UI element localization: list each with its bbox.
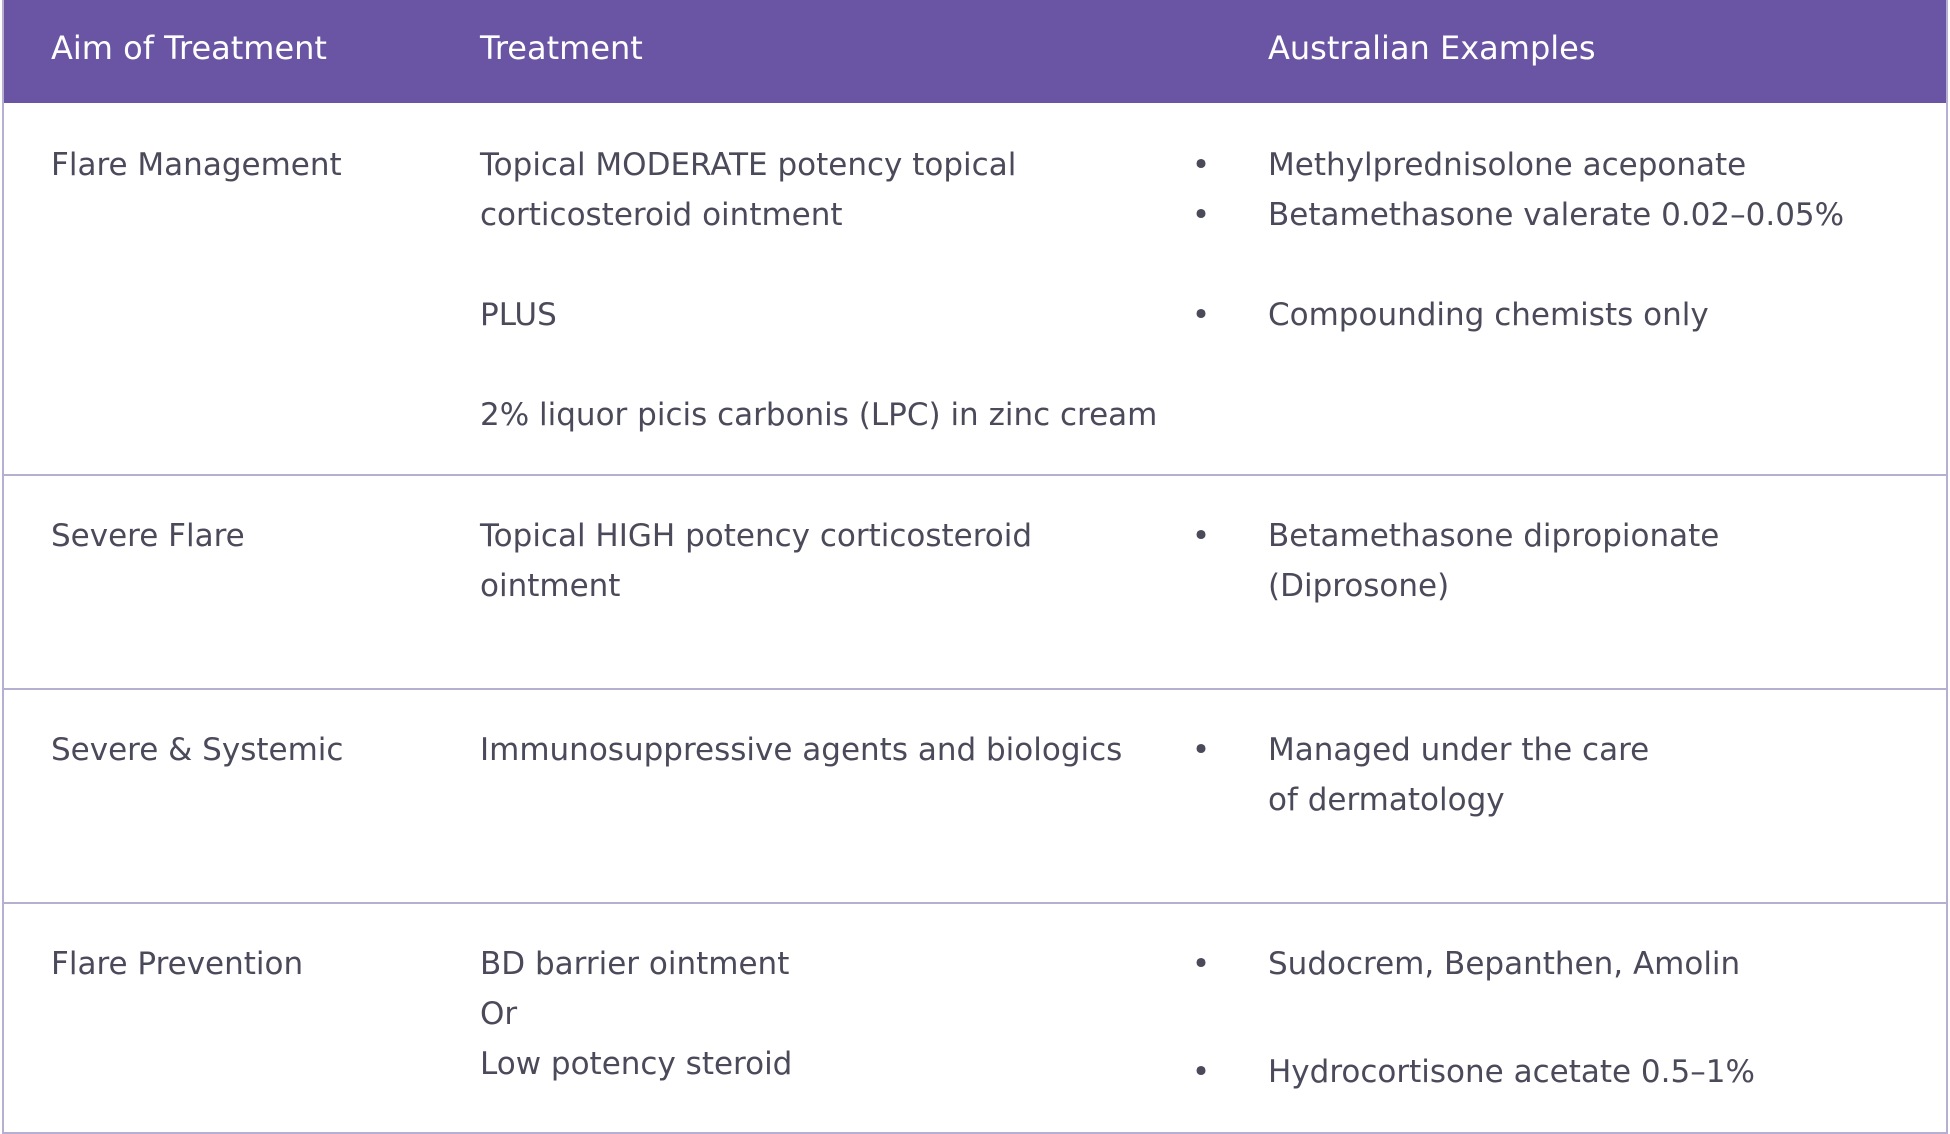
treatment-text: corticosteroid ointment: [480, 197, 843, 233]
aim-cell: Severe & Systemic: [51, 725, 343, 775]
treatment-cell: Topical HIGH potency corticosteroid oint…: [480, 511, 1032, 611]
treatment-text: Immunosuppressive agents and biologics: [480, 732, 1123, 768]
example-text: Compounding chemists only: [1268, 297, 1709, 333]
example-item: • Betamethasone dipropionate (Diprosone): [1191, 511, 1720, 611]
examples-cell: • Managed under the care of dermatology: [1192, 725, 1726, 825]
bullet-icon: •: [1191, 197, 1211, 233]
example-item: • Betamethasone valerate 0.02–0.05%: [1191, 190, 1844, 240]
bullet-icon: •: [1191, 147, 1211, 183]
aim-label: Flare Prevention: [51, 946, 304, 982]
example-text: Betamethasone dipropionate: [1268, 518, 1720, 554]
example-item: • Methylprednisolone aceponate: [1191, 140, 1844, 190]
aim-cell: Flare Management: [51, 140, 342, 190]
example-text: of dermatology: [1268, 782, 1505, 818]
treatment-text: PLUS: [480, 297, 557, 333]
treatment-cell: Topical MODERATE potency topical cortico…: [480, 140, 1157, 440]
bullet-icon: •: [1191, 946, 1211, 982]
example-text: Methylprednisolone aceponate: [1268, 147, 1747, 183]
header-australian-examples: Australian Examples: [1268, 29, 1596, 67]
table-row: Flare Prevention BD barrier ointment Or …: [4, 902, 1946, 1132]
example-item: • Sudocrem, Bepanthen, Amolin: [1191, 939, 1755, 989]
example-item: • Compounding chemists only: [1191, 290, 1844, 340]
header-treatment: Treatment: [480, 29, 643, 67]
treatment-cell: Immunosuppressive agents and biologics: [480, 725, 1122, 775]
bullet-icon: •: [1191, 297, 1211, 333]
treatment-text: Topical HIGH potency corticosteroid: [480, 518, 1033, 554]
aim-cell: Flare Prevention: [51, 939, 303, 989]
example-text: Betamethasone valerate 0.02–0.05%: [1268, 197, 1845, 233]
aim-label: Severe & Systemic: [51, 732, 344, 768]
aim-label: Severe Flare: [51, 518, 245, 554]
treatment-text: Topical MODERATE potency topical: [480, 147, 1017, 183]
example-item: • Managed under the care of dermatology: [1191, 725, 1649, 825]
treatment-text: Or: [480, 996, 518, 1032]
table-row: Flare Management Topical MODERATE potenc…: [4, 103, 1946, 474]
treatment-cell: BD barrier ointment Or Low potency stero…: [480, 939, 792, 1089]
example-text: Sudocrem, Bepanthen, Amolin: [1268, 946, 1741, 982]
treatment-text: Low potency steroid: [480, 1046, 793, 1082]
examples-cell: • Sudocrem, Bepanthen, Amolin • Hydrocor…: [1192, 939, 1832, 1097]
table-row: Severe & Systemic Immunosuppressive agen…: [4, 688, 1946, 902]
table-row: Severe Flare Topical HIGH potency cortic…: [4, 474, 1946, 688]
aim-cell: Severe Flare: [51, 511, 245, 561]
examples-cell: • Methylprednisolone aceponate • Betamet…: [1192, 140, 1921, 340]
bullet-icon: •: [1191, 1054, 1211, 1090]
bullet-icon: •: [1191, 518, 1211, 554]
treatment-text: BD barrier ointment: [480, 946, 790, 982]
example-text: Hydrocortisone acetate 0.5–1%: [1268, 1054, 1755, 1090]
examples-cell: • Betamethasone dipropionate (Diprosone): [1192, 511, 1796, 611]
example-text: Managed under the care: [1268, 732, 1650, 768]
example-item: • Hydrocortisone acetate 0.5–1%: [1191, 1047, 1755, 1097]
bullet-icon: •: [1191, 732, 1211, 768]
example-text: (Diprosone): [1268, 568, 1450, 604]
aim-label: Flare Management: [51, 147, 342, 183]
treatment-text: ointment: [480, 568, 621, 604]
header-aim-of-treatment: Aim of Treatment: [51, 29, 327, 67]
treatment-text: 2% liquor picis carbonis (LPC) in zinc c…: [480, 397, 1158, 433]
table-header: Aim of Treatment Treatment Australian Ex…: [4, 0, 1946, 103]
